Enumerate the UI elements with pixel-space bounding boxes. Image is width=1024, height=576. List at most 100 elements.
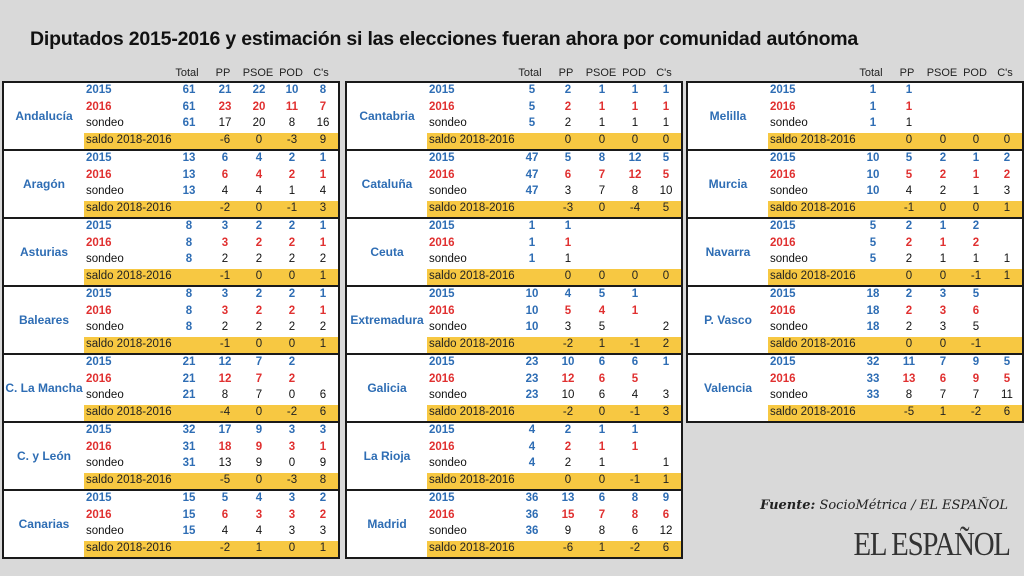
party-cell: 5	[972, 321, 980, 333]
column-header: POD	[963, 67, 987, 79]
row-label: sondeo	[429, 525, 467, 537]
party-cell: -1	[629, 405, 641, 418]
party-cell: 1	[598, 84, 606, 96]
party-cell: 3	[939, 321, 947, 333]
region-name: Navarra	[705, 245, 751, 259]
party-cell: 1	[598, 424, 606, 436]
row-label: sondeo	[429, 185, 467, 197]
total-cell: 8	[185, 288, 193, 300]
party-cell: 2	[221, 253, 229, 265]
party-cell: 1	[662, 473, 670, 486]
table-row-2015: 2015 5 2 1 2	[768, 219, 1022, 236]
party-cell: -1	[970, 337, 982, 350]
source-text: SocioMétrica / EL ESPAÑOL	[819, 498, 1008, 513]
party-cell: 1	[1003, 201, 1011, 214]
table-row-2016: 2016 4 2 1 1	[427, 440, 681, 457]
party-cell: 20	[252, 100, 266, 113]
party-cell: 10	[285, 84, 299, 96]
total-cell: 31	[182, 440, 196, 453]
region-block: Andalucía 2015 61 21 22 10 8 2016 61 23 20 11 7 sonde…	[2, 81, 340, 149]
party-cell: 23	[218, 100, 232, 113]
party-cell: 5	[905, 152, 913, 164]
table-row-2015: 2015 23 10 6 6 1	[427, 355, 681, 372]
party-cell: 2	[662, 337, 670, 350]
party-cell: 6	[631, 525, 639, 537]
party-cell: 2	[319, 492, 327, 504]
region-block: Canarias 2015 15 5 4 3 2 2016 15 6 3 3 2 sondeo 15 4 4 3 3…	[2, 489, 340, 559]
column-header: POD	[622, 67, 646, 79]
party-cell: 9	[972, 372, 980, 385]
total-cell: 4	[528, 457, 536, 469]
total-cell: 13	[182, 185, 196, 197]
row-label: sondeo	[429, 253, 467, 265]
table-row-sondeo: sondeo 36 9 8 6 12	[427, 524, 681, 541]
row-label: 2016	[86, 508, 112, 521]
party-cell: 1	[319, 236, 327, 249]
table-row-2015: 2015 61 21 22 10 8	[84, 83, 338, 100]
total-cell: 4	[528, 440, 536, 453]
row-label: sondeo	[770, 185, 808, 197]
region-name: Murcia	[708, 177, 748, 191]
row-label: 2016	[770, 100, 796, 113]
party-cell: 4	[221, 185, 229, 197]
table-row-2016: 2016 21 12 7 2	[84, 372, 338, 389]
region-name: Cataluña	[361, 177, 413, 191]
party-cell: 1	[939, 236, 947, 249]
party-cell: 8	[221, 389, 229, 401]
table-row-sondeo: sondeo 33 8 7 7 11	[768, 388, 1022, 405]
total-cell: 23	[525, 356, 539, 368]
row-label: sondeo	[429, 321, 467, 333]
party-cell: 8	[598, 152, 606, 164]
total-cell: 47	[525, 168, 539, 181]
region-block: P. Vasco 2015 18 2 3 5 2016 18 2 3 6 sondeo 18 2 3 5 sal…	[686, 285, 1024, 353]
page-title: Diputados 2015-2016 y estimación si las …	[30, 28, 859, 50]
party-cell: 2	[288, 321, 296, 333]
region-table-column: Total PP PSOE POD C's Cantabria 2015 5 2 1 1 1 2016 5…	[345, 65, 683, 559]
total-cell: 15	[182, 492, 196, 504]
column-header-row: Total PP PSOE POD C's	[2, 65, 340, 81]
party-cell: 12	[628, 168, 642, 181]
party-cell: 0	[598, 201, 606, 214]
party-cell: 3	[564, 321, 572, 333]
party-cell: 11	[902, 356, 916, 368]
total-cell: 1	[869, 117, 877, 129]
row-label: saldo 2018-2016	[429, 133, 515, 146]
column-header: PP	[558, 67, 574, 79]
party-cell: 1	[939, 253, 947, 265]
region-name: Andalucía	[15, 109, 73, 123]
region-block: Madrid 2015 36 13 6 8 9 2016 36 15 7 8 6 sondeo 36 9 8 6 1…	[345, 489, 683, 559]
table-row-2015: 2015 32 17 9 3 3	[84, 423, 338, 440]
row-label: 2016	[429, 304, 455, 317]
party-cell: 2	[255, 236, 263, 249]
party-cell: 2	[939, 152, 947, 164]
party-cell: 4	[319, 185, 327, 197]
party-cell: 22	[252, 84, 266, 96]
total-cell: 47	[525, 185, 539, 197]
party-cell: 0	[598, 133, 606, 146]
party-cell: 0	[939, 337, 947, 350]
party-cell: 12	[218, 356, 232, 368]
table-row-2015: 2015 8 3 2 2 1	[84, 287, 338, 304]
column-header: POD	[279, 67, 303, 79]
table-row-sondeo: sondeo 5 2 1 1 1	[768, 252, 1022, 269]
party-cell: 9	[319, 457, 327, 469]
row-label: 2015	[429, 492, 455, 504]
table-row-2016: 2016 61 23 20 11 7	[84, 100, 338, 117]
table-row-2016: 2016 1 1	[427, 236, 681, 253]
table-row-2015: 2015 1 1	[768, 83, 1022, 100]
el-espanol-logo: EL ESPAÑOL	[853, 526, 1011, 563]
party-cell: 0	[598, 473, 606, 486]
party-cell: -5	[219, 473, 231, 486]
party-cell: 4	[255, 168, 263, 181]
party-cell: 6	[598, 389, 606, 401]
party-cell: 9	[972, 356, 980, 368]
party-cell: 2	[288, 168, 296, 181]
total-cell: 10	[525, 304, 539, 317]
region-block: Aragón 2015 13 6 4 2 1 2016 13 6 4 2 1 sondeo 13 4 4 1 4 sa…	[2, 149, 340, 217]
table-row-sondeo: sondeo 5 2 1 1 1	[427, 116, 681, 133]
party-cell: 13	[902, 372, 916, 385]
party-cell: 9	[255, 440, 263, 453]
party-cell: 8	[631, 492, 639, 504]
table-row-sondeo: sondeo 1 1	[768, 116, 1022, 133]
region-name: Valencia	[703, 381, 753, 395]
